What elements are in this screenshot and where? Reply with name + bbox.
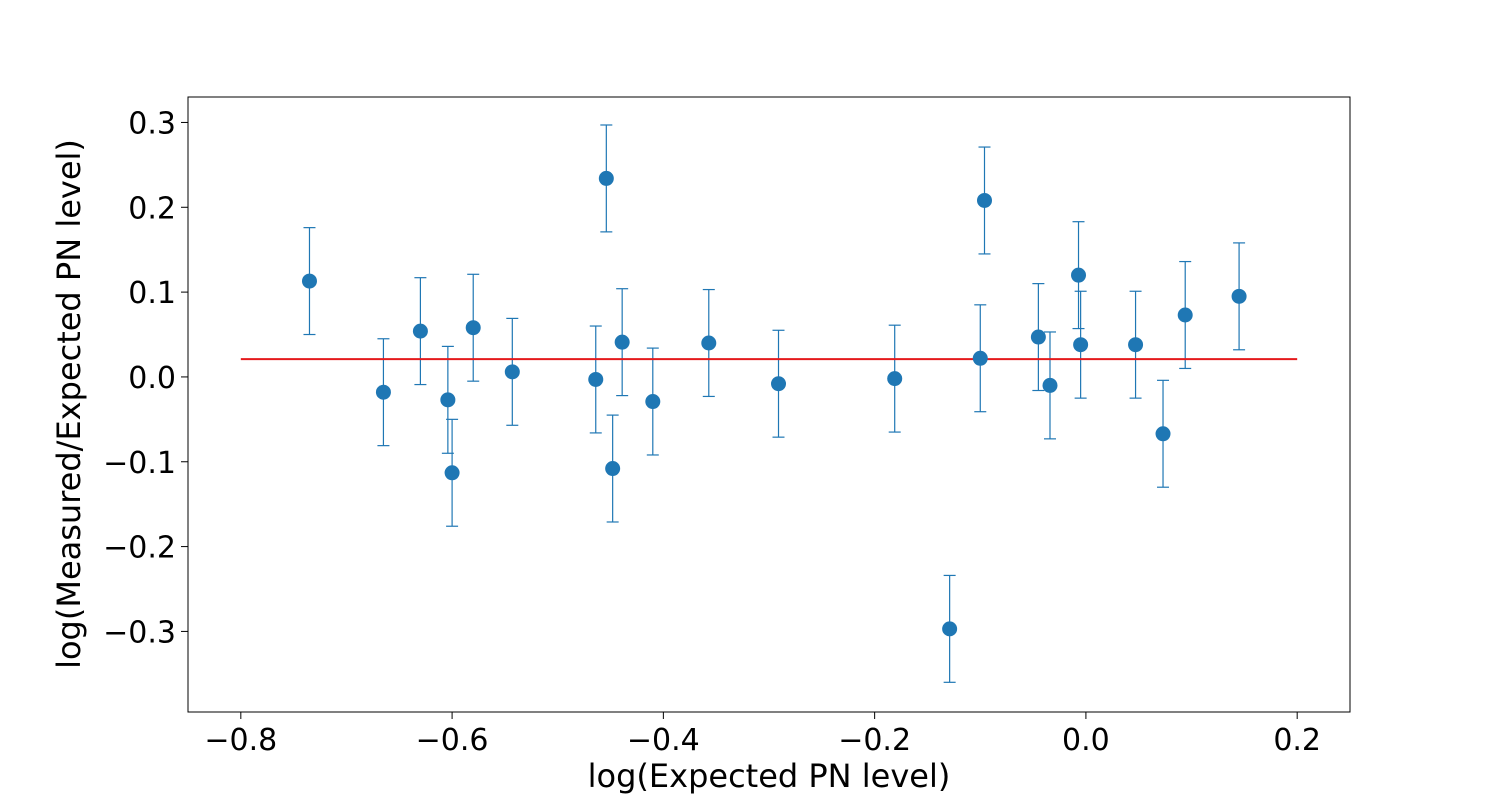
y-tick-label: 0.1 <box>128 276 176 311</box>
y-tick-label: 0.2 <box>128 191 176 226</box>
y-tick-label: −0.1 <box>103 446 176 481</box>
data-point <box>301 273 317 289</box>
data-point <box>887 371 903 387</box>
data-point <box>1042 377 1058 393</box>
data-point <box>444 465 460 481</box>
data-point <box>1231 288 1247 304</box>
data-point <box>465 320 481 336</box>
data-point <box>440 392 456 408</box>
x-tick-label: 0.2 <box>1273 723 1321 758</box>
data-point <box>942 621 958 637</box>
data-point <box>504 364 520 380</box>
data-points <box>301 170 1247 637</box>
data-point <box>701 335 717 351</box>
y-tick-label: 0.3 <box>128 106 176 141</box>
data-point <box>375 384 391 400</box>
x-tick-label: 0.0 <box>1062 723 1110 758</box>
data-point <box>972 350 988 366</box>
y-tick-label: −0.2 <box>103 531 176 566</box>
y-tick-label: −0.3 <box>103 615 176 650</box>
x-tick-label: −0.6 <box>416 723 489 758</box>
data-point <box>1128 337 1144 353</box>
data-point <box>771 376 787 392</box>
data-point <box>614 334 630 350</box>
data-point <box>412 323 428 339</box>
plot-frame <box>187 96 1351 713</box>
data-point <box>588 371 604 387</box>
data-point <box>976 192 992 208</box>
x-tick-label: −0.4 <box>627 723 700 758</box>
y-tick-label: 0.0 <box>128 361 176 396</box>
data-point <box>605 461 621 477</box>
x-axis-label: log(Expected PN level) <box>588 757 951 795</box>
ticks: −0.8 −0.6 −0.4 −0.2 0.0 0.2 0.3 0.2 0.1 0.0 −0.1 −0… <box>103 106 1321 758</box>
data-point <box>1155 426 1171 442</box>
x-tick-label: −0.2 <box>838 723 911 758</box>
data-point <box>1073 337 1089 353</box>
data-point <box>1071 267 1087 283</box>
data-point <box>645 394 661 410</box>
x-tick-label: −0.8 <box>204 723 277 758</box>
data-point <box>1177 307 1193 323</box>
data-point <box>1030 329 1046 345</box>
y-axis-label: log(Measured/Expected PN level) <box>50 139 88 669</box>
data-point <box>598 170 614 186</box>
